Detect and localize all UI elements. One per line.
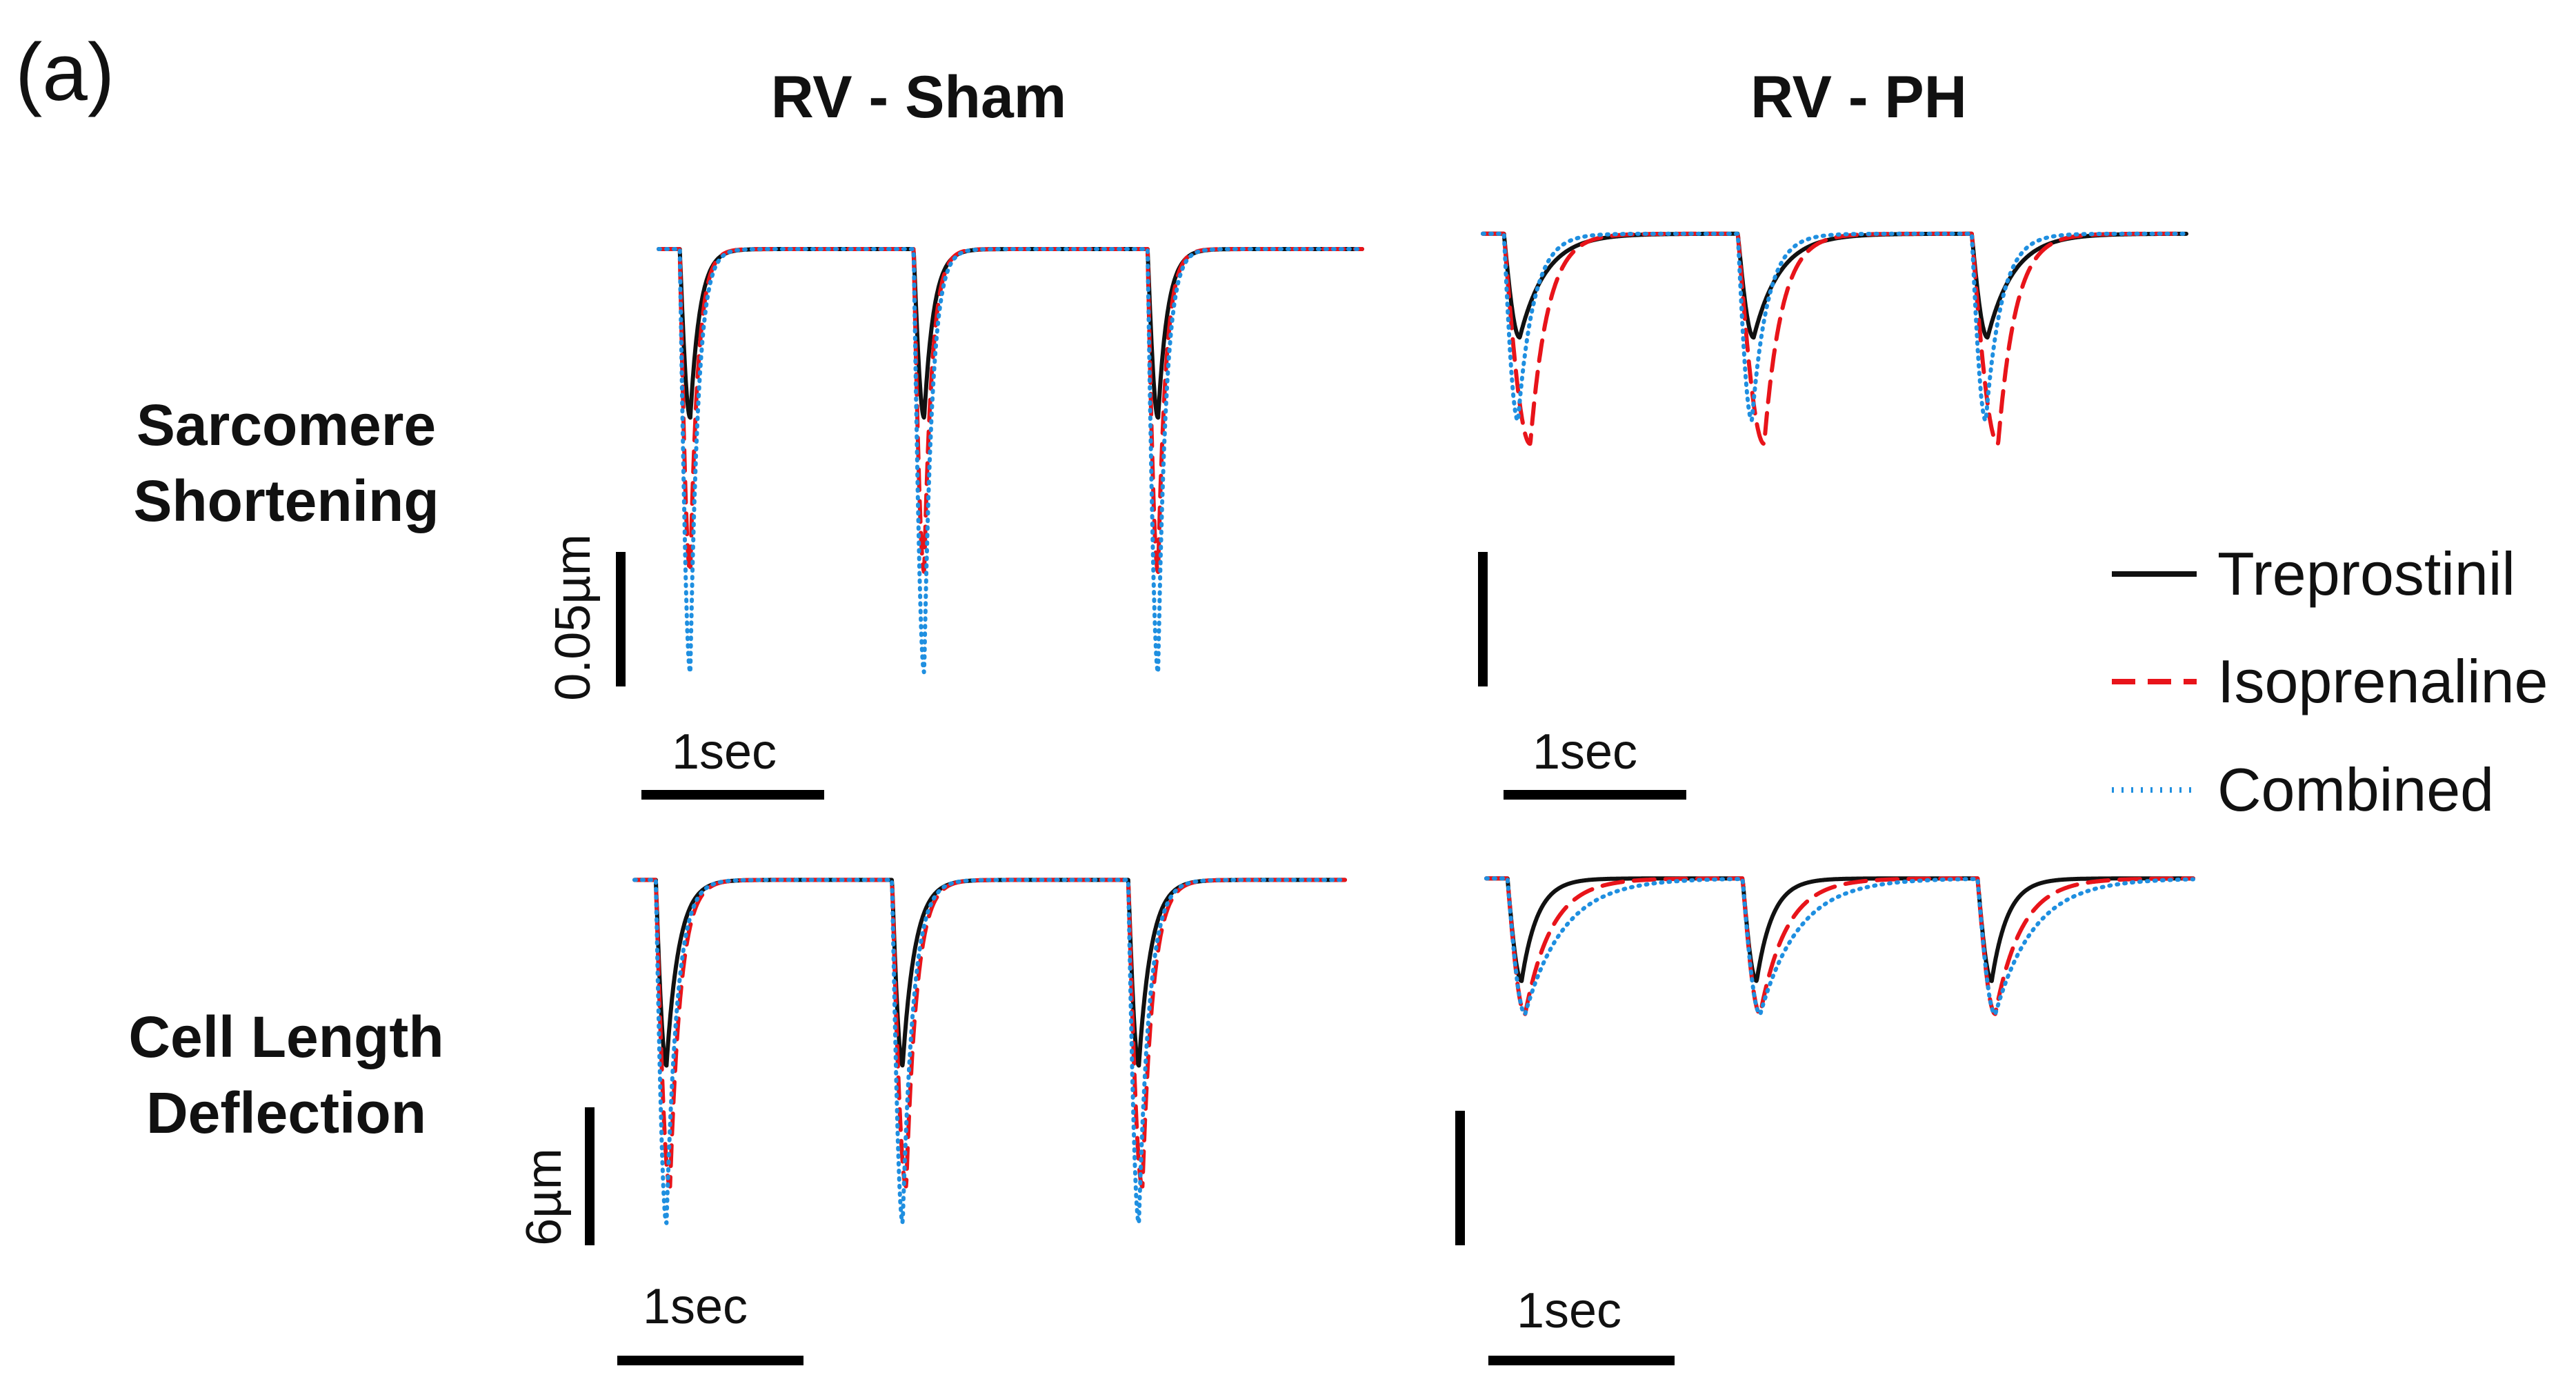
panel-label: (a) bbox=[15, 27, 114, 118]
plot-ph-sarcomere bbox=[1481, 231, 2188, 446]
time-scale-label-ph-cell-length: 1sec bbox=[1517, 1283, 1621, 1338]
amplitude-scale-label-cell-length: 6µm bbox=[517, 1148, 572, 1246]
trace-isoprenaline bbox=[1481, 231, 2188, 446]
row-label-sarcomere-line2: Shortening bbox=[133, 468, 439, 533]
trace-combined bbox=[1484, 876, 2195, 1017]
trace-treprostinil bbox=[657, 247, 1364, 420]
trace-combined bbox=[632, 878, 1347, 1225]
column-title-ph: RV - PH bbox=[1750, 64, 1967, 130]
row-label-sarcomere-line1: Sarcomere bbox=[137, 393, 436, 457]
trace-isoprenaline bbox=[632, 878, 1347, 1189]
trace-isoprenaline bbox=[1484, 876, 2195, 1016]
time-scale-label-sham-cell-length: 1sec bbox=[643, 1279, 748, 1334]
legend-label-isoprenaline: Isoprenaline bbox=[2217, 647, 2548, 715]
time-scale-label-sham-sarcomere: 1sec bbox=[672, 724, 777, 780]
plot-ph-cell-length bbox=[1484, 876, 2195, 1017]
trace-combined bbox=[657, 247, 1364, 675]
amplitude-scale-label-sarcomere: 0.05µm bbox=[546, 534, 601, 701]
time-scale-label-ph-sarcomere: 1sec bbox=[1532, 724, 1637, 780]
column-title-sham: RV - Sham bbox=[771, 64, 1067, 130]
trace-treprostinil bbox=[1484, 876, 2195, 983]
row-label-cell-length-line1: Cell Length bbox=[128, 1005, 443, 1069]
trace-treprostinil bbox=[632, 878, 1347, 1068]
legend: Treprostinil Isoprenaline Combined bbox=[2112, 540, 2548, 824]
plot-sham-sarcomere bbox=[657, 247, 1364, 675]
trace-combined bbox=[1481, 231, 2188, 423]
legend-label-treprostinil: Treprostinil bbox=[2217, 540, 2515, 608]
plot-sham-cell-length bbox=[632, 878, 1347, 1225]
trace-isoprenaline bbox=[657, 247, 1364, 574]
legend-label-combined: Combined bbox=[2217, 755, 2494, 824]
row-label-cell-length-line2: Deflection bbox=[146, 1080, 426, 1145]
trace-treprostinil bbox=[1481, 231, 2188, 340]
